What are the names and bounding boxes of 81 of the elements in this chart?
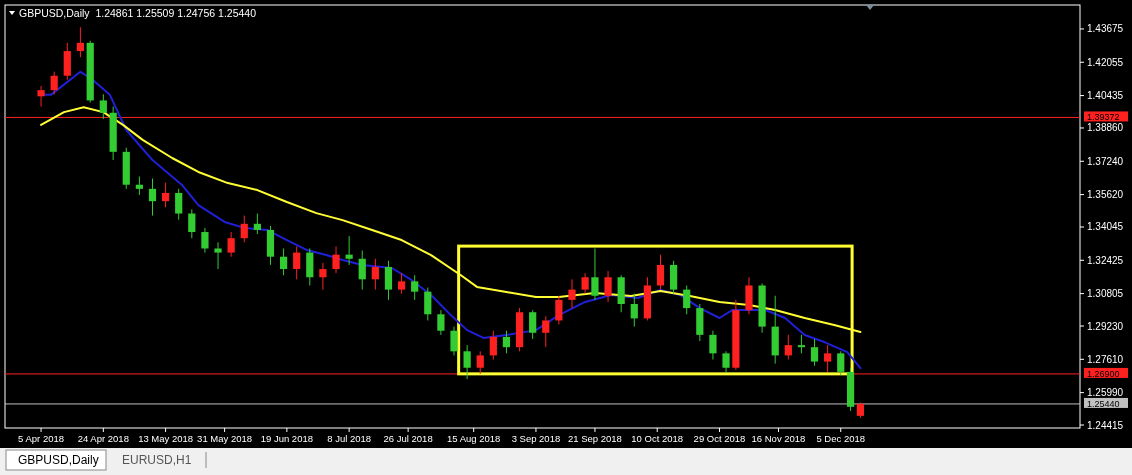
candlestick — [99, 93, 107, 120]
candlestick — [722, 350, 730, 374]
x-tick-label: 31 May 2018 — [197, 433, 253, 444]
candlestick — [279, 247, 288, 276]
y-tick-label: 1.40435 — [1087, 90, 1124, 102]
candlestick — [591, 247, 599, 301]
candlestick — [411, 274, 419, 301]
x-tick-label: 3 Sep 2018 — [511, 433, 561, 444]
candlestick — [384, 260, 393, 301]
candlestick — [450, 326, 458, 356]
x-tick-label: 15 Aug 2018 — [446, 433, 501, 444]
candlestick — [371, 258, 379, 291]
x-tick-label: 24 Apr 2018 — [77, 433, 129, 444]
y-tick-label: 1.25990 — [1087, 387, 1124, 399]
candlestick — [345, 235, 353, 266]
candlestick — [37, 85, 45, 108]
candlestick — [555, 295, 563, 326]
candlestick — [175, 188, 183, 221]
candlestick — [135, 176, 143, 196]
candlestick — [683, 284, 691, 315]
x-tick-label: 21 Sep 2018 — [567, 433, 622, 444]
candlestick — [240, 215, 248, 243]
candlestick — [76, 26, 84, 58]
ref-line-label: 1.26900 — [1087, 368, 1120, 379]
ref-line-label: 1.25440 — [1087, 398, 1120, 409]
candlestick — [709, 330, 717, 361]
candlestick — [542, 315, 550, 348]
y-tick-label: 1.30805 — [1087, 288, 1124, 300]
x-tick-label: 26 Jul 2018 — [383, 433, 433, 444]
chart-title: GBPUSD,Daily 1.24861 1.25509 1.24756 1.25440 — [19, 7, 257, 19]
text: GBPUSD,Daily — [18, 453, 99, 467]
text: EURUSD,H1 — [122, 453, 192, 467]
candlestick — [656, 254, 665, 291]
y-tick-label: 1.32425 — [1087, 254, 1124, 266]
candlestick — [188, 208, 196, 239]
candlestick — [837, 350, 845, 376]
candlestick — [630, 293, 638, 328]
ref-line-label: 1.39372 — [1087, 112, 1120, 123]
candlestick — [476, 350, 484, 375]
candlestick — [568, 278, 576, 309]
candlestick — [502, 330, 511, 354]
candlestick — [50, 71, 58, 95]
x-tick-label: 29 Oct 2018 — [693, 433, 746, 444]
candlestick — [424, 287, 432, 321]
candlestick — [227, 231, 235, 258]
x-tick-label: 5 Dec 2018 — [816, 433, 866, 444]
candlestick — [463, 344, 471, 380]
candlestick — [810, 338, 819, 367]
y-tick-label: 1.38860 — [1087, 122, 1124, 134]
candlestick — [489, 330, 497, 361]
candlestick — [161, 182, 170, 208]
x-tick-label: 10 Oct 2018 — [631, 433, 684, 444]
y-tick-label: 1.27610 — [1087, 353, 1124, 365]
y-tick-label: 1.24415 — [1087, 419, 1124, 431]
candlestick — [397, 272, 406, 295]
candlestick — [437, 309, 445, 336]
x-tick-label: 5 Apr 2018 — [18, 433, 65, 444]
x-tick-label: 8 Jul 2018 — [327, 433, 372, 444]
candlestick — [293, 245, 301, 280]
candlestick — [253, 213, 261, 235]
candlestick — [319, 262, 327, 291]
y-tick-label: 1.34045 — [1087, 221, 1124, 233]
y-tick-label: 1.29230 — [1087, 320, 1124, 332]
x-tick-label: 16 Nov 2018 — [751, 433, 806, 444]
candlestick — [797, 334, 806, 354]
y-tick-label: 1.42055 — [1087, 56, 1124, 68]
candlestick — [529, 309, 537, 340]
candlestick — [581, 272, 589, 295]
candlestick — [148, 178, 157, 217]
x-tick-label: 19 Jun 2018 — [260, 433, 314, 444]
candlestick — [214, 241, 222, 270]
candlestick — [332, 245, 340, 274]
candlestick — [358, 250, 366, 291]
y-tick-label: 1.37240 — [1087, 155, 1124, 167]
candlestick — [604, 270, 612, 303]
candlestick — [824, 344, 832, 373]
candlestick — [201, 227, 209, 254]
x-tick-label: 13 May 2018 — [138, 433, 194, 444]
y-tick-label: 1.35620 — [1087, 189, 1124, 201]
y-tick-label: 1.43675 — [1087, 23, 1124, 35]
candlestick — [784, 334, 792, 361]
